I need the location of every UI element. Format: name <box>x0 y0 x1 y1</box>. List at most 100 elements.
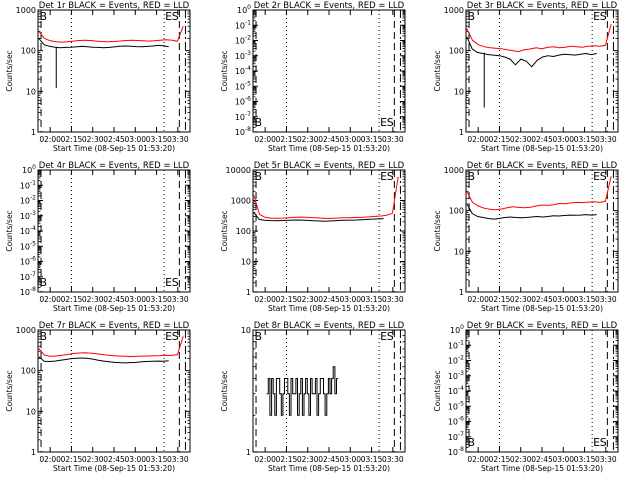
marker-label-e: E <box>165 330 172 343</box>
chart-title: Det 8r BLACK = Events, RED = LLD <box>254 321 405 331</box>
y-tick-label: 10-1 <box>20 179 36 190</box>
x-tick-label: 02:30 <box>297 135 319 144</box>
chart-title: Det 9r BLACK = Events, RED = LLD <box>467 321 618 331</box>
chart-panel-3: Det 3r BLACK = Events, RED = LLD 1 10 100 10… <box>433 1 619 153</box>
x-tick-label: 03:30 <box>595 135 617 144</box>
y-tick-label: 10-2 <box>20 195 36 206</box>
plot-frame <box>252 169 406 293</box>
x-tick-label: 03:30 <box>595 455 617 464</box>
y-tick-label: 10-5 <box>20 240 36 251</box>
marker-label-b: B <box>255 330 263 343</box>
y-tick-label: 10-1 <box>448 339 464 350</box>
chart-panel-6: Det 6r BLACK = Events, RED = LLD 1 10 100 10… <box>433 161 619 313</box>
x-axis-label: Start Time (08-Sep-15 01:53:20) <box>481 144 603 153</box>
marker-label-b: B <box>468 436 476 449</box>
y-tick-label: 1 <box>31 448 36 457</box>
plot-frame <box>465 9 619 133</box>
plot-frame <box>465 329 619 453</box>
x-axis-label: Start Time (08-Sep-15 01:53:20) <box>53 304 175 313</box>
x-tick-label: 02:30 <box>297 295 319 304</box>
x-tick-label: 03:30 <box>167 455 189 464</box>
marker-label-b: B <box>468 10 476 23</box>
y-tick-label: 100 <box>22 164 36 175</box>
y-tick-label: 1000 <box>16 326 36 335</box>
chart-title: Det 2r BLACK = Events, RED = LLD <box>254 1 405 11</box>
y-tick-label: 10-6 <box>235 96 251 107</box>
y-tick-label: 1 <box>459 128 464 137</box>
marker-label-b: B <box>40 10 48 23</box>
y-tick-label: 1000 <box>16 6 36 15</box>
x-tick-label: 03:15 <box>574 455 596 464</box>
x-tick-label: 03:30 <box>382 295 404 304</box>
x-axis-label: Start Time (08-Sep-15 01:53:20) <box>481 304 603 313</box>
y-tick-label: 100 <box>237 4 251 15</box>
chart-title: Det 4r BLACK = Events, RED = LLD <box>39 161 190 171</box>
x-tick-label: 03:30 <box>167 295 189 304</box>
x-axis-label: Start Time (08-Sep-15 01:53:20) <box>268 304 390 313</box>
x-tick-label: 03:00 <box>339 295 361 304</box>
x-tick-label: 03:15 <box>574 295 596 304</box>
y-tick-label: 100 <box>449 207 464 216</box>
marker-label-s: S <box>600 436 607 449</box>
y-tick-label: 10-8 <box>235 126 251 137</box>
marker-label-s: S <box>600 10 607 23</box>
x-tick-label: 03:15 <box>574 135 596 144</box>
x-tick-label: 02:15 <box>61 295 83 304</box>
x-tick-label: 03:15 <box>361 295 383 304</box>
x-tick-label: 02:00 <box>39 295 61 304</box>
marker-label-b: B <box>255 170 263 183</box>
series-line-events <box>466 36 597 68</box>
plot-frame <box>37 9 191 133</box>
series-line-lld <box>38 336 184 358</box>
y-axis-label: Counts/sec <box>433 210 442 251</box>
y-tick-label: 100 <box>236 227 251 236</box>
y-axis-label: Counts/sec <box>433 50 442 91</box>
y-tick-label: 1 <box>246 448 251 457</box>
y-tick-label: 100 <box>449 47 464 56</box>
series-line-events <box>466 203 597 220</box>
y-tick-label: 10-2 <box>448 355 464 366</box>
chart-panel-1: Det 1r BLACK = Events, RED = LLD 1 10 100 10… <box>5 1 191 153</box>
marker-label-s: S <box>387 170 394 183</box>
y-tick-label: 10 <box>454 247 464 256</box>
y-tick-label: 1000 <box>231 197 251 206</box>
series-line-events <box>38 38 169 49</box>
x-tick-label: 02:15 <box>489 295 511 304</box>
y-tick-label: 1 <box>31 128 36 137</box>
x-tick-label: 02:30 <box>510 295 532 304</box>
y-tick-label: 10-5 <box>448 400 464 411</box>
y-tick-label: 10 <box>454 87 464 96</box>
series-line-events <box>253 212 384 222</box>
x-tick-label: 02:45 <box>531 135 553 144</box>
marker-label-b: B <box>40 330 48 343</box>
y-tick-label: 10-7 <box>20 271 36 282</box>
x-tick-label: 03:15 <box>361 135 383 144</box>
chart-panel-7: Det 7r BLACK = Events, RED = LLD 1 10 100 10… <box>5 321 191 473</box>
x-axis-label: Start Time (08-Sep-15 01:53:20) <box>481 464 603 473</box>
y-tick-label: 100 <box>21 47 36 56</box>
x-tick-label: 02:00 <box>39 455 61 464</box>
chart-panel-4: Det 4r BLACK = Events, RED = LLD 10-8 10-7… <box>5 161 191 313</box>
x-tick-label: 02:00 <box>467 295 489 304</box>
x-tick-label: 03:00 <box>552 455 574 464</box>
x-axis-label: Start Time (08-Sep-15 01:53:20) <box>53 144 175 153</box>
x-tick-label: 02:45 <box>103 455 125 464</box>
x-tick-label: 02:30 <box>82 455 104 464</box>
chart-title: Det 3r BLACK = Events, RED = LLD <box>467 1 618 11</box>
x-tick-label: 02:30 <box>82 295 104 304</box>
x-tick-label: 03:15 <box>146 295 168 304</box>
x-tick-label: 02:30 <box>510 135 532 144</box>
y-tick-label: 10 <box>241 258 251 267</box>
x-tick-label: 02:45 <box>318 455 340 464</box>
x-tick-label: 02:45 <box>531 455 553 464</box>
y-tick-label: 10000 <box>226 166 251 175</box>
y-tick-label: 10-2 <box>235 35 251 46</box>
marker-label-b: B <box>40 276 48 289</box>
y-tick-label: 1000 <box>444 6 464 15</box>
y-axis-label: Counts/sec <box>5 50 14 91</box>
y-tick-label: 10-4 <box>20 225 36 236</box>
x-tick-label: 02:15 <box>276 455 298 464</box>
x-tick-label: 02:45 <box>318 295 340 304</box>
chart-panel-8: Det 8r BLACK = Events, RED = LLD 1 10 Count… <box>220 321 406 473</box>
marker-label-s: S <box>600 170 607 183</box>
